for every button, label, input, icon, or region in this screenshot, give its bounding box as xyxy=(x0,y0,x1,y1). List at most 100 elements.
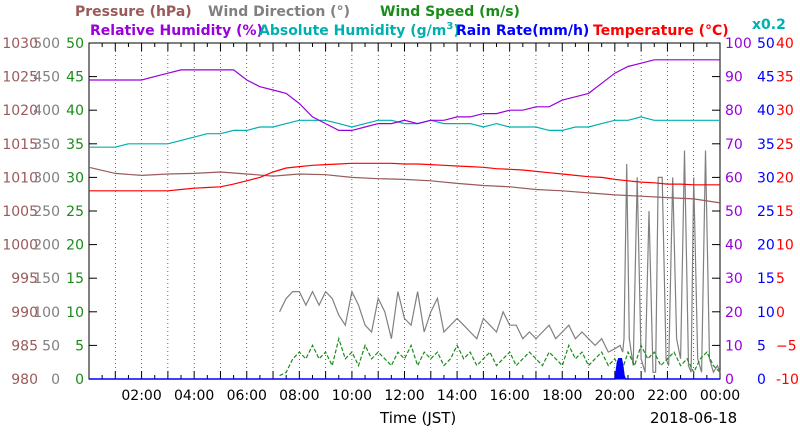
y-label-wind-speed: 10 xyxy=(66,305,84,321)
y-label-wind-direction: 350 xyxy=(33,137,60,153)
x-tick-label: 08:00 xyxy=(279,388,319,404)
x-tick-label: 12:00 xyxy=(384,388,424,404)
y-label-wind-speed: 40 xyxy=(66,103,84,119)
y-label-temperature: 15 xyxy=(776,204,794,220)
legend-temperature: Temperature (°C) xyxy=(593,23,729,39)
x-axis-title: Time (JST) xyxy=(379,409,456,427)
y-label-humidity: 50 xyxy=(725,204,743,220)
series-rain-rate xyxy=(89,358,720,380)
chart-header-legend: Pressure (hPa) Wind Direction (°) Wind S… xyxy=(75,4,786,39)
x-tick-label: 10:00 xyxy=(332,388,372,404)
y-label-rain-rate: 5 xyxy=(757,338,766,354)
series-layer xyxy=(88,59,721,380)
legend-wind-speed: Wind Speed (m/s) xyxy=(380,4,520,20)
y-label-rain-rate: 50 xyxy=(757,36,775,52)
y-label-wind-direction: 300 xyxy=(33,170,60,186)
y-label-pressure: 1005 xyxy=(2,204,38,220)
series-pressure xyxy=(88,166,721,204)
legend-rain-rate: Rain Rate(mm/h) xyxy=(456,23,589,39)
x-tick-label: 18:00 xyxy=(542,388,582,404)
y-label-pressure: 995 xyxy=(11,271,38,287)
y-label-wind-speed: 30 xyxy=(66,170,84,186)
y-label-wind-speed: 0 xyxy=(75,372,84,388)
x-tick-label: 20:00 xyxy=(595,388,635,404)
y-label-rain-rate: 20 xyxy=(757,238,775,254)
series-wind-direction xyxy=(279,150,721,374)
y-label-humidity: 100 xyxy=(725,36,752,52)
series-humidity xyxy=(89,116,720,148)
y-label-pressure: 985 xyxy=(11,338,38,354)
y-label-pressure: 1010 xyxy=(2,170,38,186)
y-label-humidity: 20 xyxy=(725,305,743,321)
y-label-wind-speed: 20 xyxy=(66,238,84,254)
y-label-wind-direction: 150 xyxy=(33,271,60,287)
series-temperature xyxy=(89,162,720,192)
legend-absolute-humidity-text: Absolute Humidity (g/m xyxy=(259,23,446,39)
y-label-pressure: 1030 xyxy=(2,36,38,52)
y-label-temperature: 35 xyxy=(776,70,794,86)
y-label-rain-rate: 15 xyxy=(757,271,775,287)
y-label-wind-direction: 200 xyxy=(33,238,60,254)
y-label-pressure: 1000 xyxy=(2,238,38,254)
y-label-temperature: 25 xyxy=(776,137,794,153)
y-label-humidity: 10 xyxy=(725,338,743,354)
y-label-temperature: 40 xyxy=(776,36,794,52)
x-axis-labels: 02:00 04:00 06:00 08:00 10:00 12:00 14:00 16:00… xyxy=(121,388,740,404)
x-tick-label: 04:00 xyxy=(174,388,214,404)
series-wind-speed xyxy=(279,336,721,377)
x-tick-label: 00:00 xyxy=(700,388,740,404)
y-label-humidity: 80 xyxy=(725,103,743,119)
legend-absolute-humidity-end: ) xyxy=(453,23,459,39)
chart-date: 2018-06-18 xyxy=(650,409,737,427)
y-label-rain-rate: 30 xyxy=(757,170,775,186)
x-tick-label: 06:00 xyxy=(227,388,267,404)
x-tick-label: 16:00 xyxy=(489,388,529,404)
y-label-wind-speed: 5 xyxy=(75,338,84,354)
legend-pressure: Pressure (hPa) xyxy=(75,4,192,20)
legend-absolute-humidity-sup: 3 xyxy=(446,21,453,32)
y-label-wind-speed: 45 xyxy=(66,70,84,86)
y-label-temperature: 5 xyxy=(776,271,785,287)
y-label-rain-rate: 25 xyxy=(757,204,775,220)
x-tick-label: 02:00 xyxy=(121,388,161,404)
x-tick-label: 14:00 xyxy=(437,388,477,404)
y-label-wind-speed: 50 xyxy=(66,36,84,52)
y-label-pressure: 980 xyxy=(11,372,38,388)
y-label-rain-rate: 0 xyxy=(757,372,766,388)
y-label-temperature: -10 xyxy=(776,372,799,388)
y-label-wind-direction: 400 xyxy=(33,103,60,119)
y-label-wind-direction: 100 xyxy=(33,305,60,321)
y-label-temperature: 0 xyxy=(776,305,785,321)
y-label-wind-direction: 0 xyxy=(51,372,60,388)
y-label-temperature: −5 xyxy=(776,338,797,354)
y-label-wind-speed: 25 xyxy=(66,204,84,220)
y-label-wind-direction: 250 xyxy=(33,204,60,220)
y-label-pressure: 990 xyxy=(11,305,38,321)
y-axis-labels: 9809859909951000100510101015102010251030… xyxy=(2,36,799,388)
y-label-temperature: 20 xyxy=(776,170,794,186)
y-label-wind-direction: 50 xyxy=(42,338,60,354)
legend-relative-humidity: Relative Humidity (%) xyxy=(90,23,263,39)
y-label-humidity: 60 xyxy=(725,170,743,186)
y-label-humidity: 0 xyxy=(725,372,734,388)
y-label-humidity: 40 xyxy=(725,238,743,254)
abs-humidity-scale-note: x0.2 xyxy=(752,17,786,33)
y-label-wind-direction: 500 xyxy=(33,36,60,52)
y-label-pressure: 1015 xyxy=(2,137,38,153)
y-label-pressure: 1020 xyxy=(2,103,38,119)
y-label-temperature: 10 xyxy=(776,238,794,254)
y-label-rain-rate: 45 xyxy=(757,70,775,86)
series-humidity xyxy=(89,59,720,131)
x-tick-label: 22:00 xyxy=(647,388,687,404)
y-label-rain-rate: 40 xyxy=(757,103,775,119)
legend-absolute-humidity: Absolute Humidity (g/m3) xyxy=(259,21,460,39)
y-label-wind-speed: 35 xyxy=(66,137,84,153)
y-label-pressure: 1025 xyxy=(2,70,38,86)
y-label-wind-speed: 15 xyxy=(66,271,84,287)
y-label-humidity: 30 xyxy=(725,271,743,287)
vertical-gridlines xyxy=(114,43,695,379)
y-label-rain-rate: 10 xyxy=(757,305,775,321)
legend-wind-direction: Wind Direction (°) xyxy=(208,4,350,20)
y-label-humidity: 70 xyxy=(725,137,743,153)
